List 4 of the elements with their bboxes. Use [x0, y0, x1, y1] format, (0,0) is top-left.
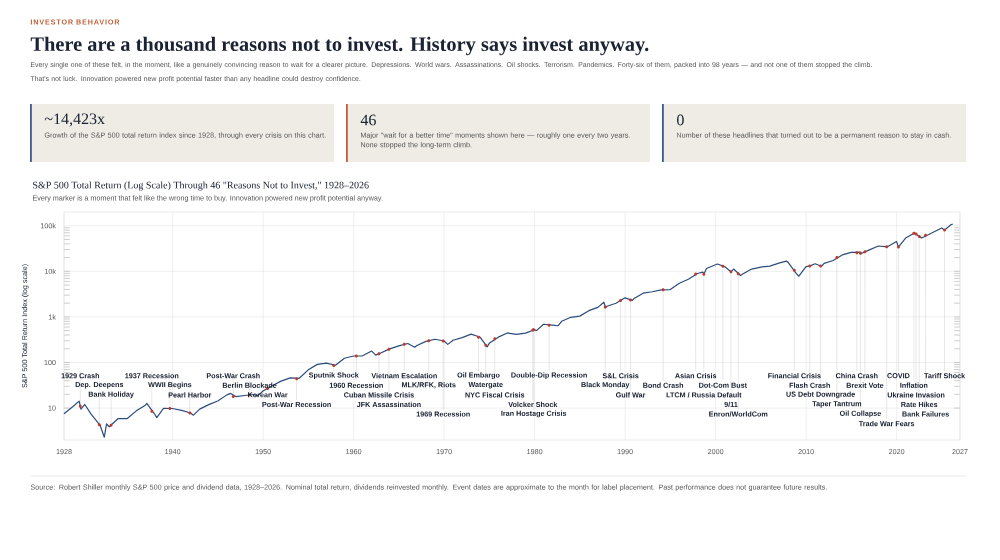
text: ~14,423x [44, 113, 105, 127]
text: 0 [677, 114, 684, 126]
text: 46 [360, 114, 376, 126]
chart-title: There are a thousand reasons not to invest. History says invest anyway. [30, 36, 649, 56]
